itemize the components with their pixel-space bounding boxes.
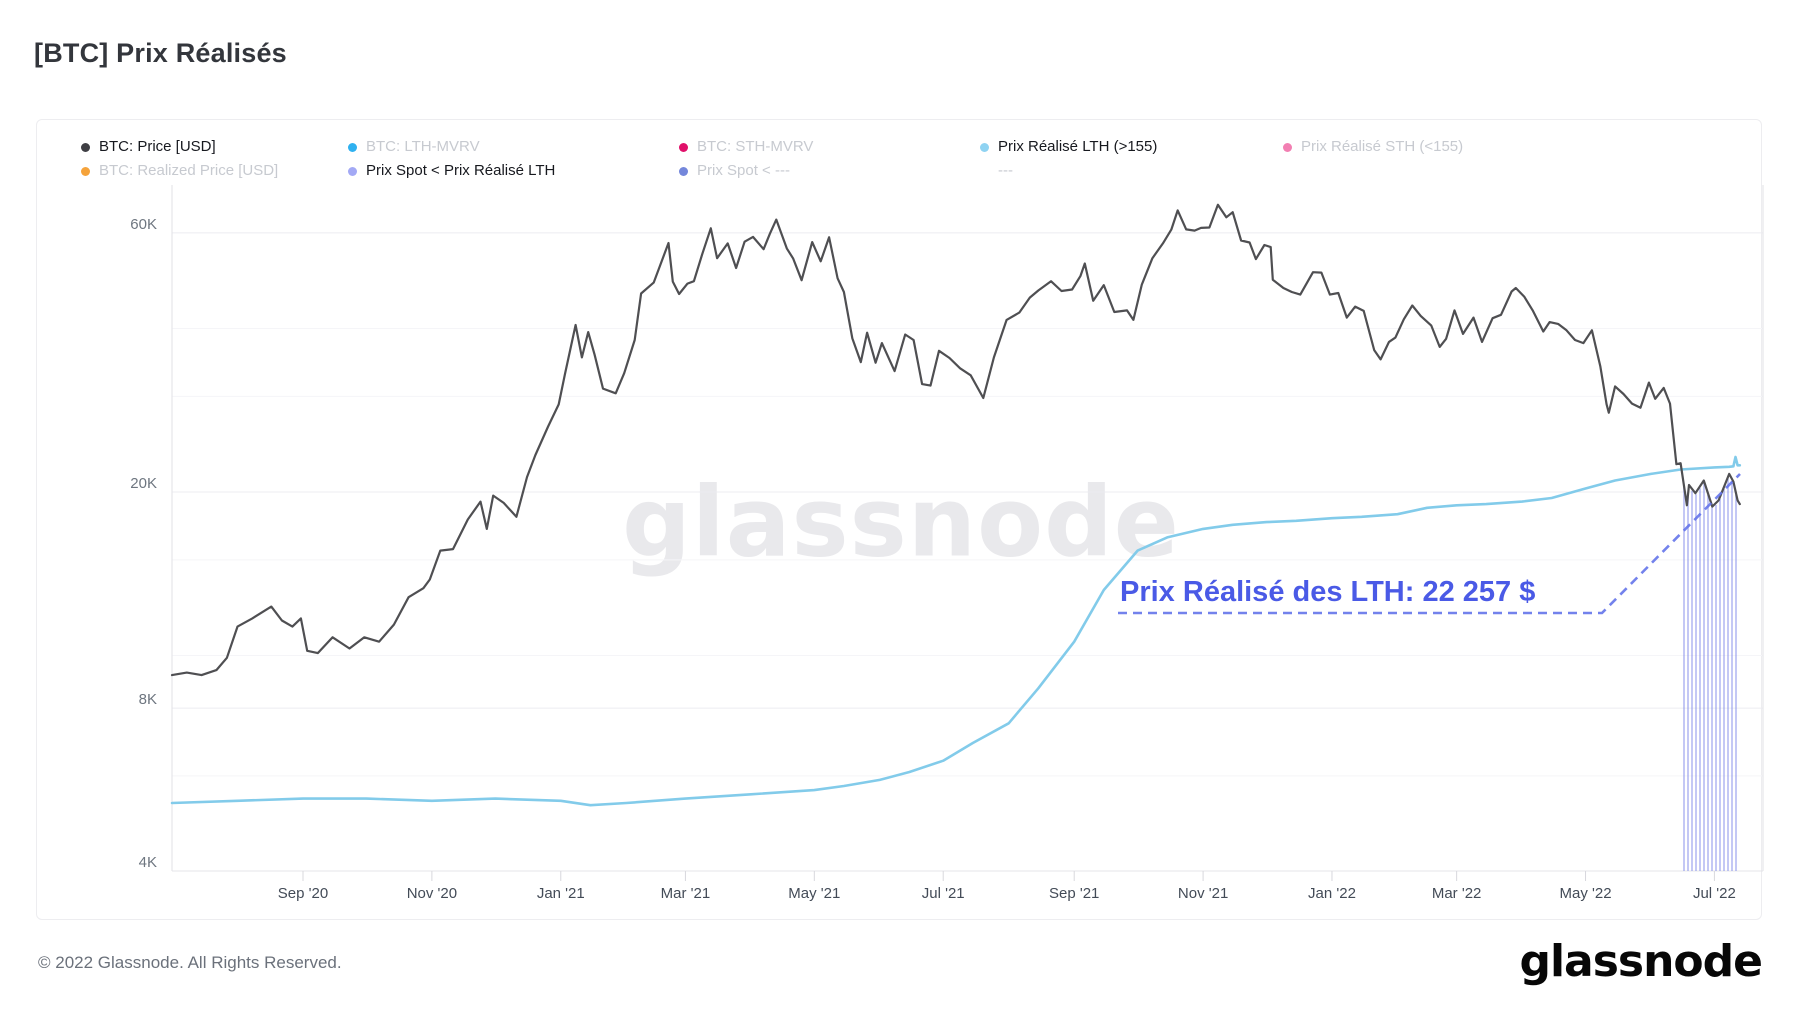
chart-card [36, 119, 1762, 920]
y-tick-label: 20K [130, 475, 157, 492]
x-tick-label: Nov '21 [1178, 885, 1228, 902]
x-tick-label: Sep '20 [278, 885, 328, 902]
legend-dot [81, 166, 90, 176]
legend-item-0-3[interactable]: Prix Réalisé LTH (>155) [980, 138, 1157, 156]
x-tick-label: Nov '20 [407, 885, 457, 902]
legend-label: Prix Spot < --- [697, 162, 790, 179]
series-price [170, 203, 1741, 677]
legend-dot [81, 142, 90, 152]
legend-label: BTC: STH-MVRV [697, 138, 814, 155]
x-tick-label: Jan '21 [537, 885, 585, 902]
x-tick-label: May '22 [1559, 885, 1611, 902]
legend-label: Prix Spot < Prix Réalisé LTH [366, 162, 556, 179]
x-tick-label: Sep '21 [1049, 885, 1099, 902]
spot-below-realized-hatch [1683, 478, 1737, 871]
annotation-pointer-line [1118, 473, 1741, 615]
legend-label: BTC: LTH-MVRV [366, 138, 480, 155]
y-tick-label: 4K [139, 854, 157, 871]
legend-label: Prix Réalisé STH (<155) [1301, 138, 1464, 155]
legend-item-0-2[interactable]: BTC: STH-MVRV [679, 138, 813, 156]
legend-dot [1283, 142, 1292, 152]
copyright-text: © 2022 Glassnode. All Rights Reserved. [38, 953, 342, 972]
legend-item-0-0[interactable]: BTC: Price [USD] [81, 138, 216, 156]
legend-dot [679, 142, 688, 152]
legend-label: BTC: Price [USD] [99, 138, 216, 155]
legend-item-0-1[interactable]: BTC: LTH-MVRV [348, 138, 480, 156]
legend-item-1-2[interactable]: Prix Spot < --- [679, 162, 790, 180]
y-tick-label: 60K [130, 216, 157, 233]
legend-dot [348, 142, 357, 152]
legend-dot [348, 166, 357, 176]
glassnode-logo: glassnode [1519, 936, 1763, 987]
x-tick-label: Mar '22 [1432, 885, 1482, 902]
legend-dot [679, 166, 688, 176]
x-tick-label: Mar '21 [661, 885, 711, 902]
page-title: [BTC] Prix Réalisés [34, 38, 287, 68]
legend-label: BTC: Realized Price [USD] [99, 162, 279, 179]
legend-item-1-3[interactable]: --- [998, 162, 1013, 180]
legend-item-1-1[interactable]: Prix Spot < Prix Réalisé LTH [348, 162, 555, 180]
x-tick-label: Jul '22 [1693, 885, 1736, 902]
x-tick-label: Jul '21 [922, 885, 965, 902]
legend-label: Prix Réalisé LTH (>155) [998, 138, 1158, 155]
legend-item-0-4[interactable]: Prix Réalisé STH (<155) [1283, 138, 1463, 156]
legend-label: --- [998, 162, 1013, 179]
y-tick-label: 8K [139, 691, 157, 708]
x-tick-label: Jan '22 [1308, 885, 1356, 902]
legend-item-1-0[interactable]: BTC: Realized Price [USD] [81, 162, 278, 180]
legend-dot [980, 142, 989, 152]
annotation-label: Prix Réalisé des LTH: 22 257 $ [1120, 576, 1535, 608]
series-realized-lth [170, 455, 1742, 807]
x-tick-label: May '21 [788, 885, 840, 902]
